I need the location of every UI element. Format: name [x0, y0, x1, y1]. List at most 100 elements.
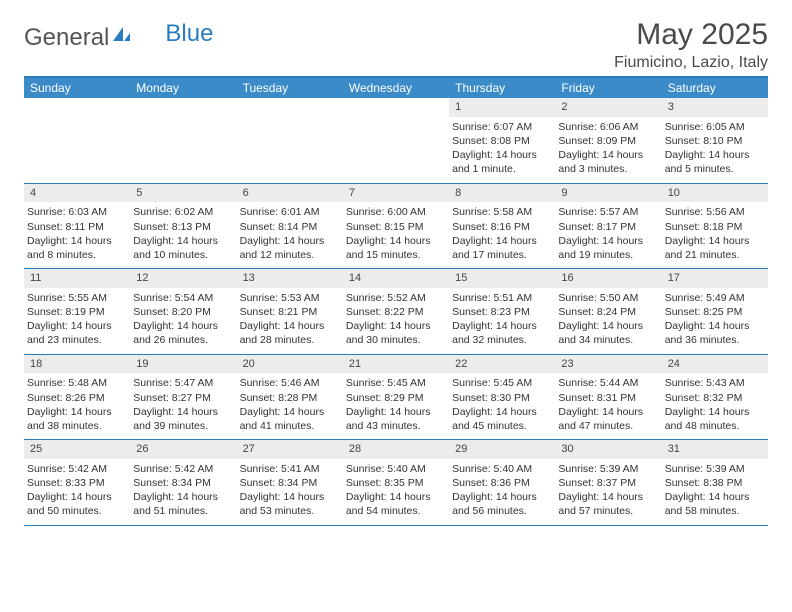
day-cell — [24, 98, 130, 183]
daylight-text: Daylight: 14 hours and 1 minute. — [452, 148, 552, 176]
sunset-text: Sunset: 8:17 PM — [558, 220, 658, 234]
day-number: 5 — [130, 184, 236, 203]
daylight-text: Daylight: 14 hours and 54 minutes. — [346, 490, 446, 518]
day-cell: 22Sunrise: 5:45 AMSunset: 8:30 PMDayligh… — [449, 355, 555, 440]
daylight-text: Daylight: 14 hours and 34 minutes. — [558, 319, 658, 347]
sunset-text: Sunset: 8:32 PM — [665, 391, 765, 405]
logo-text-general: General — [24, 24, 109, 52]
daylight-text: Daylight: 14 hours and 43 minutes. — [346, 405, 446, 433]
logo-sail-icon — [111, 24, 131, 52]
daylight-text: Daylight: 14 hours and 28 minutes. — [240, 319, 340, 347]
sunset-text: Sunset: 8:34 PM — [133, 476, 233, 490]
daylight-text: Daylight: 14 hours and 45 minutes. — [452, 405, 552, 433]
sunrise-text: Sunrise: 6:06 AM — [558, 120, 658, 134]
day-number: 16 — [555, 269, 661, 288]
sunset-text: Sunset: 8:09 PM — [558, 134, 658, 148]
sunset-text: Sunset: 8:29 PM — [346, 391, 446, 405]
day-number: 19 — [130, 355, 236, 374]
location: Fiumicino, Lazio, Italy — [614, 54, 768, 72]
day-cell: 31Sunrise: 5:39 AMSunset: 8:38 PMDayligh… — [662, 440, 768, 525]
sunset-text: Sunset: 8:30 PM — [452, 391, 552, 405]
day-number: 24 — [662, 355, 768, 374]
sunrise-text: Sunrise: 5:49 AM — [665, 291, 765, 305]
daylight-text: Daylight: 14 hours and 32 minutes. — [452, 319, 552, 347]
daylight-text: Daylight: 14 hours and 39 minutes. — [133, 405, 233, 433]
month-title: May 2025 — [614, 18, 768, 52]
daylight-text: Daylight: 14 hours and 8 minutes. — [27, 234, 127, 262]
daylight-text: Daylight: 14 hours and 48 minutes. — [665, 405, 765, 433]
daylight-text: Daylight: 14 hours and 17 minutes. — [452, 234, 552, 262]
daylight-text: Daylight: 14 hours and 23 minutes. — [27, 319, 127, 347]
header: General Blue May 2025 Fiumicino, Lazio, … — [24, 18, 768, 72]
logo: General Blue — [24, 18, 213, 52]
day-number: 12 — [130, 269, 236, 288]
day-number: 23 — [555, 355, 661, 374]
day-cell: 26Sunrise: 5:42 AMSunset: 8:34 PMDayligh… — [130, 440, 236, 525]
day-number: 9 — [555, 184, 661, 203]
day-number: 28 — [343, 440, 449, 459]
dow-cell: Tuesday — [237, 78, 343, 98]
week-row: 11Sunrise: 5:55 AMSunset: 8:19 PMDayligh… — [24, 269, 768, 355]
daylight-text: Daylight: 14 hours and 53 minutes. — [240, 490, 340, 518]
sunset-text: Sunset: 8:25 PM — [665, 305, 765, 319]
day-number: 4 — [24, 184, 130, 203]
sunset-text: Sunset: 8:36 PM — [452, 476, 552, 490]
sunrise-text: Sunrise: 6:03 AM — [27, 205, 127, 219]
sunrise-text: Sunrise: 5:42 AM — [27, 462, 127, 476]
sunrise-text: Sunrise: 6:05 AM — [665, 120, 765, 134]
day-cell — [343, 98, 449, 183]
sunset-text: Sunset: 8:23 PM — [452, 305, 552, 319]
sunrise-text: Sunrise: 5:43 AM — [665, 376, 765, 390]
day-cell: 11Sunrise: 5:55 AMSunset: 8:19 PMDayligh… — [24, 269, 130, 354]
day-number: 14 — [343, 269, 449, 288]
day-cell: 25Sunrise: 5:42 AMSunset: 8:33 PMDayligh… — [24, 440, 130, 525]
sunrise-text: Sunrise: 5:40 AM — [346, 462, 446, 476]
day-number: 31 — [662, 440, 768, 459]
day-number: 30 — [555, 440, 661, 459]
sunrise-text: Sunrise: 5:39 AM — [665, 462, 765, 476]
daylight-text: Daylight: 14 hours and 58 minutes. — [665, 490, 765, 518]
daylight-text: Daylight: 14 hours and 47 minutes. — [558, 405, 658, 433]
sunset-text: Sunset: 8:08 PM — [452, 134, 552, 148]
day-cell: 24 Sunrise: 5:43 AMSunset: 8:32 PMDayligh… — [662, 355, 768, 440]
daylight-text: Daylight: 14 hours and 56 minutes. — [452, 490, 552, 518]
day-number: 26 — [130, 440, 236, 459]
day-cell: 19Sunrise: 5:47 AMSunset: 8:27 PMDayligh… — [130, 355, 236, 440]
sunset-text: Sunset: 8:21 PM — [240, 305, 340, 319]
sunrise-text: Sunrise: 6:00 AM — [346, 205, 446, 219]
day-number: 27 — [237, 440, 343, 459]
sunset-text: Sunset: 8:13 PM — [133, 220, 233, 234]
day-cell: 3Sunrise: 6:05 AMSunset: 8:10 PMDaylight… — [662, 98, 768, 183]
sunrise-text: Sunrise: 5:47 AM — [133, 376, 233, 390]
day-cell: 1Sunrise: 6:07 AMSunset: 8:08 PMDaylight… — [449, 98, 555, 183]
day-cell: 8Sunrise: 5:58 AMSunset: 8:16 PMDaylight… — [449, 184, 555, 269]
day-number: 1 — [449, 98, 555, 117]
sunset-text: Sunset: 8:16 PM — [452, 220, 552, 234]
day-number: 20 — [237, 355, 343, 374]
sunrise-text: Sunrise: 5:50 AM — [558, 291, 658, 305]
day-cell: 2Sunrise: 6:06 AMSunset: 8:09 PMDaylight… — [555, 98, 661, 183]
day-number: 18 — [24, 355, 130, 374]
sunset-text: Sunset: 8:20 PM — [133, 305, 233, 319]
daylight-text: Daylight: 14 hours and 10 minutes. — [133, 234, 233, 262]
daylight-text: Daylight: 14 hours and 19 minutes. — [558, 234, 658, 262]
sunrise-text: Sunrise: 6:01 AM — [240, 205, 340, 219]
daylight-text: Daylight: 14 hours and 50 minutes. — [27, 490, 127, 518]
sunrise-text: Sunrise: 5:40 AM — [452, 462, 552, 476]
dow-cell: Wednesday — [343, 78, 449, 98]
day-cell: 16Sunrise: 5:50 AMSunset: 8:24 PMDayligh… — [555, 269, 661, 354]
day-cell: 13Sunrise: 5:53 AMSunset: 8:21 PMDayligh… — [237, 269, 343, 354]
sunrise-text: Sunrise: 5:52 AM — [346, 291, 446, 305]
sunset-text: Sunset: 8:15 PM — [346, 220, 446, 234]
dow-cell: Saturday — [662, 78, 768, 98]
logo-text-blue: Blue — [165, 20, 213, 48]
sunrise-text: Sunrise: 5:54 AM — [133, 291, 233, 305]
sunrise-text: Sunrise: 5:55 AM — [27, 291, 127, 305]
day-number — [24, 98, 130, 117]
day-number — [237, 98, 343, 117]
sunset-text: Sunset: 8:35 PM — [346, 476, 446, 490]
day-number: 22 — [449, 355, 555, 374]
day-cell: 17Sunrise: 5:49 AMSunset: 8:25 PMDayligh… — [662, 269, 768, 354]
day-cell: 6Sunrise: 6:01 AMSunset: 8:14 PMDaylight… — [237, 184, 343, 269]
sunrise-text: Sunrise: 5:45 AM — [346, 376, 446, 390]
